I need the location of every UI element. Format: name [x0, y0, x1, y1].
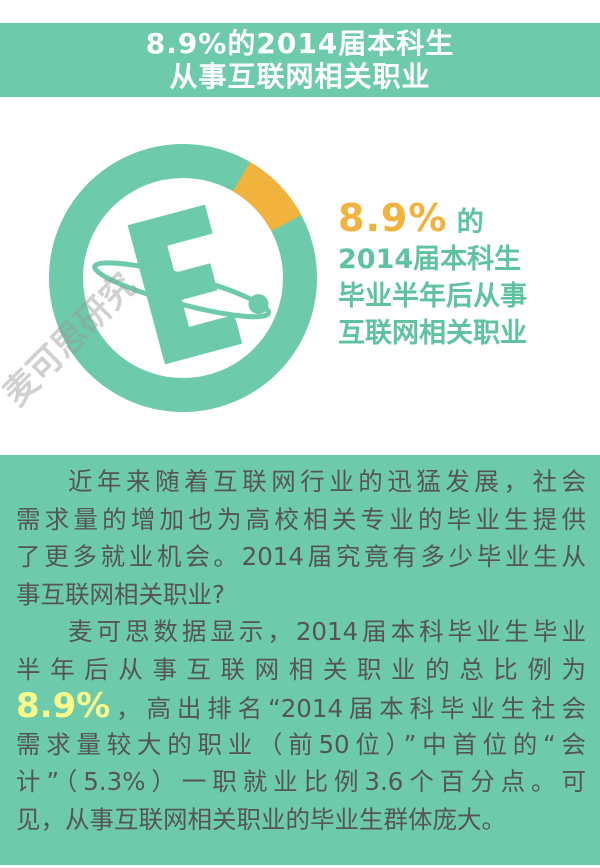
- paragraph-line: 计”（5.3%）一职就业比例3.6个百分点。可: [16, 767, 586, 796]
- paragraph-line: 需求量较大的职业（前50位）”中首位的“会: [16, 729, 586, 759]
- paragraph-1: 近年来随着互联网行业的迅猛发展，社会 需求量的增加也为高校相关专业的毕业生提供 …: [16, 463, 586, 613]
- donut-chart: [49, 144, 317, 412]
- body-panel: 近年来随着互联网行业的迅猛发展，社会 需求量的增加也为高校相关专业的毕业生提供 …: [0, 455, 600, 865]
- paragraph-2: 麦可思数据显示，2014届本科毕业生毕业 半年后从事互联网相关职业的总比例为 8…: [16, 613, 586, 838]
- paragraph-line: 近年来随着互联网行业的迅猛发展，社会: [68, 467, 586, 496]
- paragraph-line: 了更多就业机会。2014届究竟有多少毕业生从: [16, 542, 586, 571]
- title-line-2: 从事互联网相关职业: [169, 60, 431, 93]
- title-banner: 8.9%的2014届本科生 从事互联网相关职业: [0, 23, 600, 97]
- stat-line-4: 互联网相关职业: [338, 318, 527, 349]
- paragraph-line: 见，从事互联网相关职业的毕业生群体庞大。: [16, 804, 506, 834]
- stat-suffix: 的: [456, 207, 484, 238]
- paragraph-line: 8.9%，高出排名“2014届本科毕业生社会: [16, 686, 586, 726]
- stat-percent: 8.9%: [338, 196, 448, 240]
- donut-ring: [49, 144, 317, 412]
- stat-line-2: 2014届本科生: [338, 244, 522, 275]
- donut-highlight-segment: [232, 161, 302, 232]
- stat-callout: 8.9% 的 2014届本科生 毕业半年后从事 互联网相关职业: [338, 199, 527, 352]
- title-line-1: 8.9%的2014届本科生: [145, 27, 455, 60]
- e-orbit-logo-icon: [92, 204, 272, 365]
- paragraph-line: 需求量的增加也为高校相关专业的毕业生提供: [16, 504, 586, 534]
- paragraph-line: 麦可思数据显示，2014届本科毕业生毕业: [68, 617, 586, 646]
- paragraph-text: ，高出排名“2014届本科毕业生社会: [110, 694, 586, 723]
- stat-line-3: 毕业半年后从事: [338, 281, 527, 312]
- paragraph-line: 事互联网相关职业?: [16, 579, 226, 609]
- paragraph-line: 半年后从事互联网相关职业的总比例为: [16, 654, 586, 684]
- highlight-percent: 8.9%: [16, 686, 111, 726]
